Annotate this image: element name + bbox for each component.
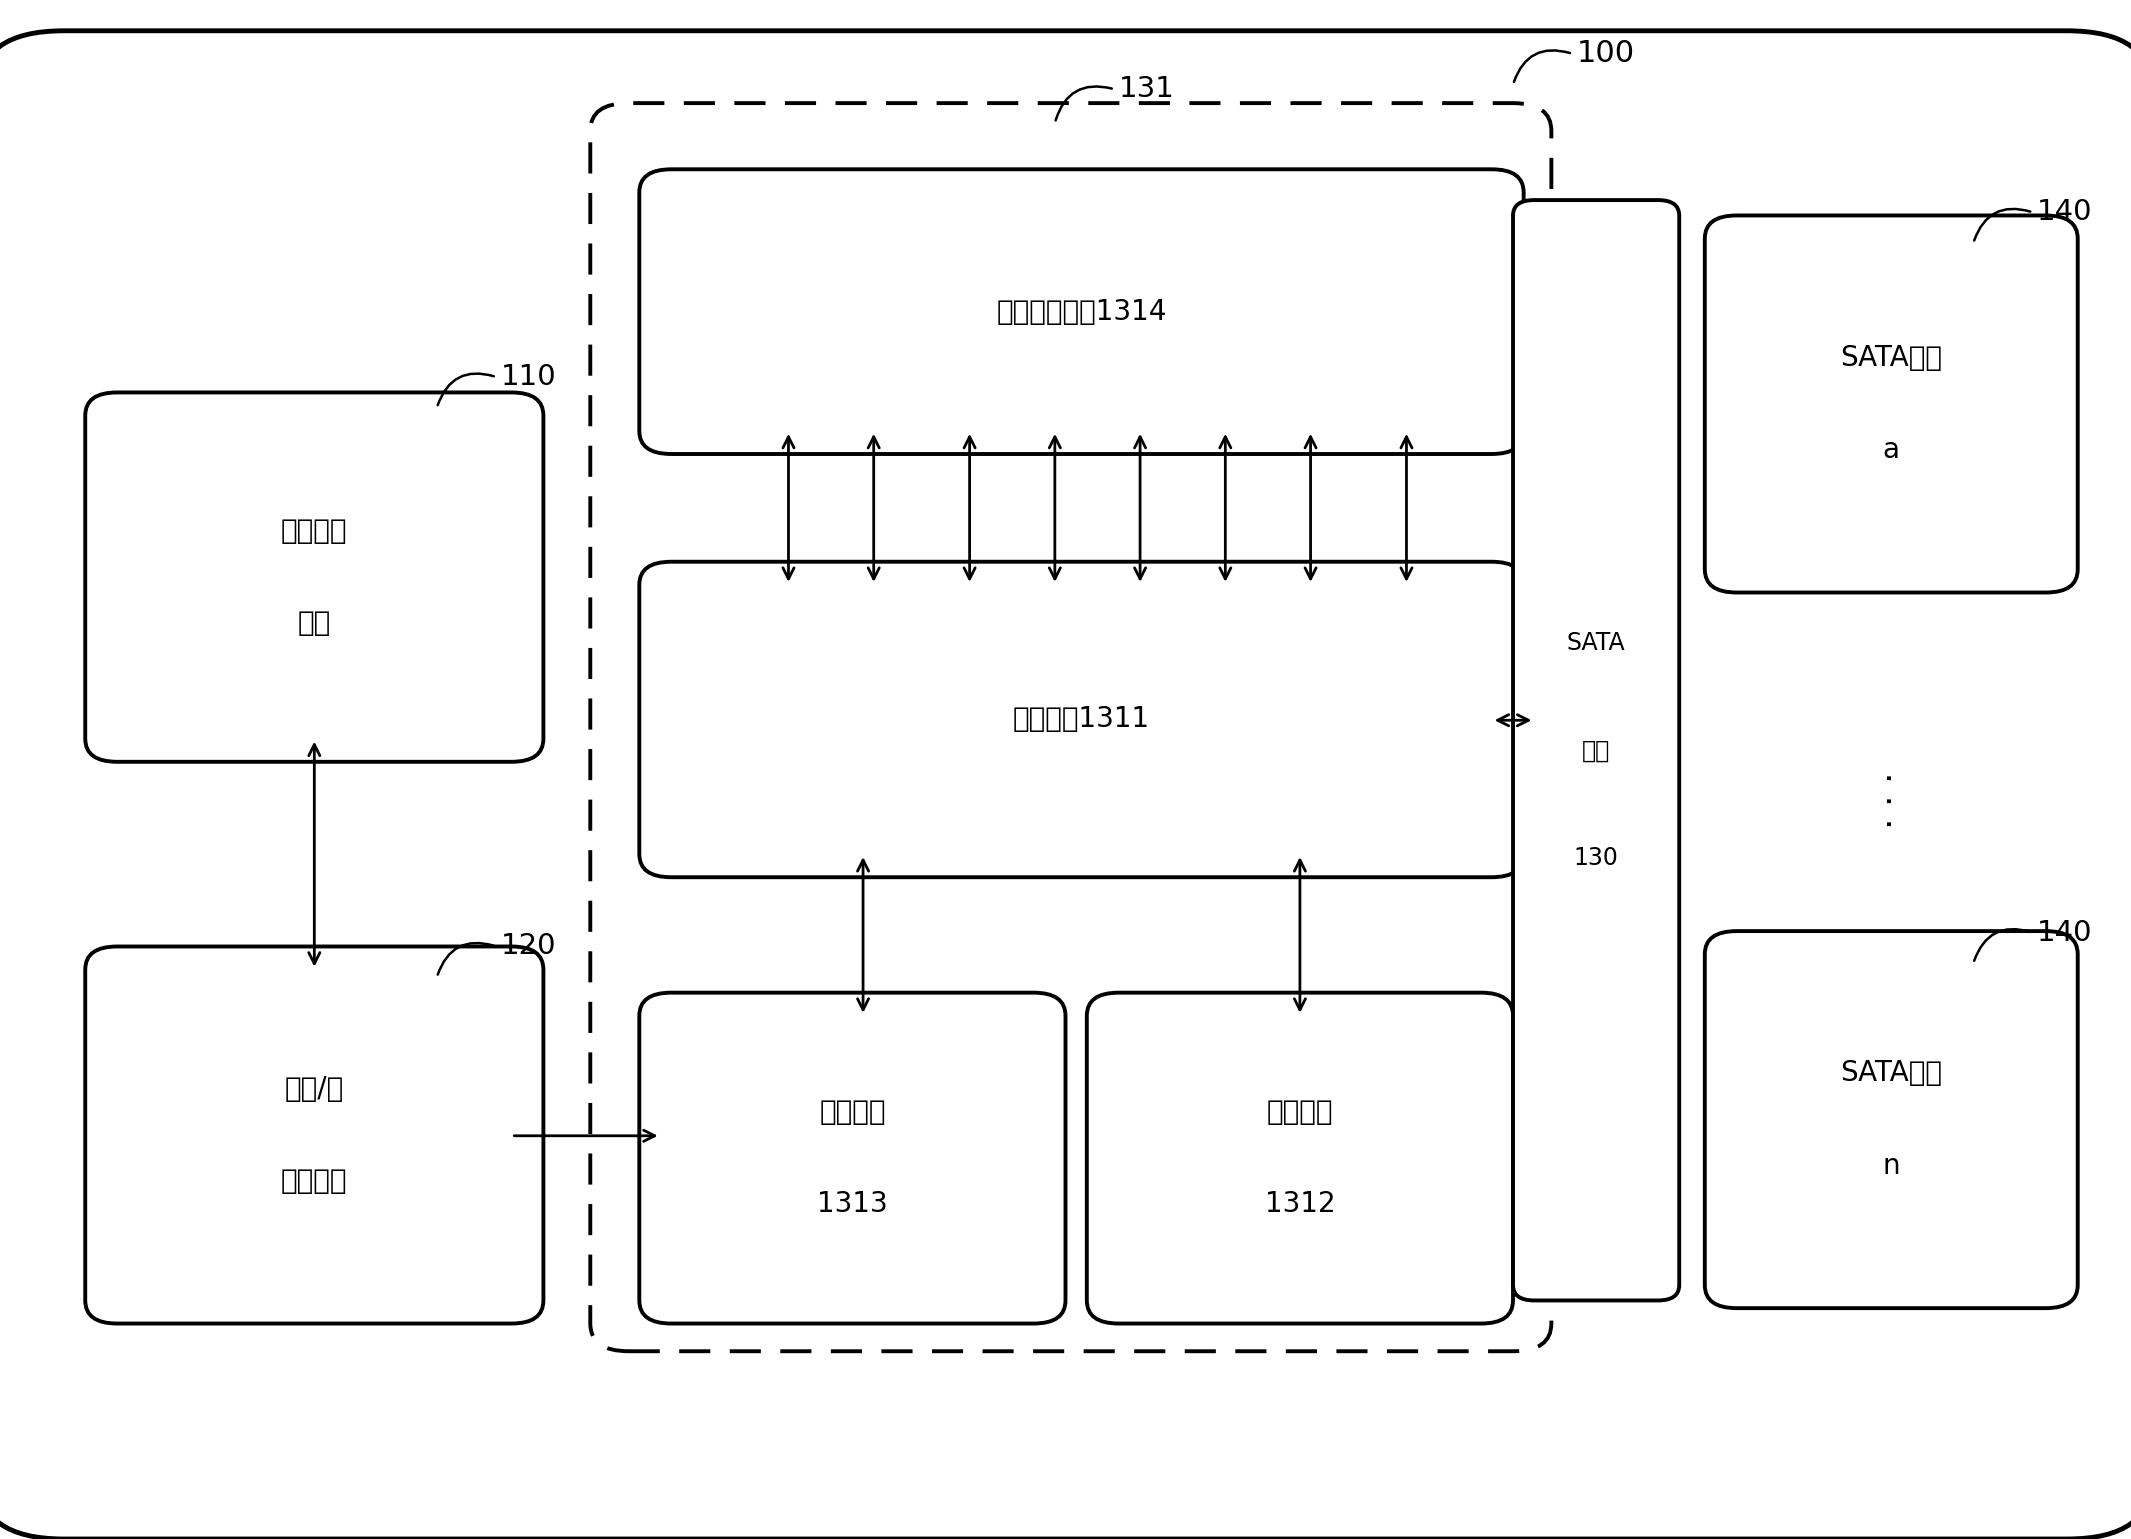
Text: 130: 130 [1573, 846, 1620, 870]
FancyBboxPatch shape [639, 169, 1524, 454]
Text: 131: 131 [1119, 75, 1174, 103]
Text: SATA硬盘: SATA硬盘 [1841, 1059, 1941, 1088]
Text: 中央处理: 中央处理 [281, 517, 347, 545]
Text: 灯号显示单元1314: 灯号显示单元1314 [997, 297, 1166, 326]
FancyBboxPatch shape [85, 946, 543, 1324]
FancyBboxPatch shape [639, 562, 1524, 877]
FancyBboxPatch shape [1087, 993, 1513, 1324]
FancyBboxPatch shape [1705, 931, 2078, 1308]
Text: 输出/入: 输出/入 [286, 1074, 343, 1103]
Text: 110: 110 [501, 363, 556, 391]
Text: 1313: 1313 [816, 1190, 889, 1219]
Text: 1312: 1312 [1264, 1190, 1336, 1219]
FancyBboxPatch shape [85, 392, 543, 762]
Text: SATA: SATA [1566, 631, 1626, 654]
FancyBboxPatch shape [1705, 215, 2078, 593]
Text: 背板: 背板 [1581, 739, 1611, 762]
Text: 监控单元1311: 监控单元1311 [1012, 705, 1151, 734]
FancyBboxPatch shape [639, 993, 1066, 1324]
FancyBboxPatch shape [590, 103, 1551, 1351]
Text: n: n [1882, 1151, 1901, 1180]
Text: 120: 120 [501, 933, 556, 960]
Text: a: a [1884, 436, 1899, 465]
Text: 140: 140 [2037, 199, 2093, 226]
Text: 通讯接口: 通讯接口 [818, 1097, 886, 1127]
Text: 100: 100 [1577, 40, 1634, 68]
FancyBboxPatch shape [0, 31, 2131, 1539]
Text: 单元: 单元 [298, 609, 330, 637]
Text: · · ·: · · · [1875, 771, 1909, 830]
FancyBboxPatch shape [1513, 200, 1679, 1300]
Text: 控制单元: 控制单元 [281, 1167, 347, 1196]
Text: 储存单元: 储存单元 [1266, 1097, 1334, 1127]
Text: 140: 140 [2037, 919, 2093, 946]
Text: SATA硬盘: SATA硬盘 [1841, 343, 1941, 372]
